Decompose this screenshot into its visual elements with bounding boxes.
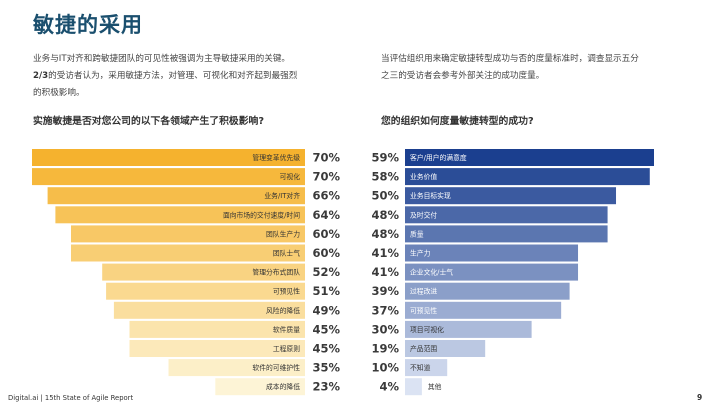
value-label-right-0: 59% bbox=[371, 151, 399, 165]
category-label-right-7: 过程改进 bbox=[410, 287, 437, 296]
bar-right-9 bbox=[405, 320, 532, 338]
category-label-left-12: 成本的降低 bbox=[266, 382, 300, 391]
category-label-left-4: 团队生产力 bbox=[266, 229, 300, 238]
positive-impact-chart: 管理变革优先级 70% 可视化 70% 业务/IT对齐 66% 面向市场的交付速度/时间 64… bbox=[32, 149, 340, 396]
value-label-left-8: 49% bbox=[312, 303, 340, 317]
category-label-right-8: 可预见性 bbox=[410, 306, 437, 315]
category-label-right-10: 产品范围 bbox=[410, 344, 437, 353]
intro-left-line1: 业务与IT对齐和跨敏捷团队的可见性被强调为主导敏捷采用的关键。 bbox=[33, 54, 291, 64]
category-label-left-0: 管理变革优先级 bbox=[252, 153, 300, 162]
category-label-right-4: 质量 bbox=[410, 229, 424, 238]
value-label-left-12: 23% bbox=[312, 380, 340, 394]
bar-right-11 bbox=[405, 359, 448, 377]
category-label-left-7: 可预见性 bbox=[273, 287, 300, 296]
value-label-right-12: 4% bbox=[379, 380, 399, 394]
value-label-left-11: 35% bbox=[312, 361, 340, 375]
bar-left-10 bbox=[129, 340, 305, 357]
intro-left-line3: 的积极影响。 bbox=[33, 88, 85, 98]
page-title: 敏捷的采用 bbox=[33, 13, 143, 37]
bar-left-3 bbox=[55, 206, 306, 224]
bar-left-9 bbox=[129, 320, 305, 338]
intro-left: 业务与IT对齐和跨敏捷团队的可见性被强调为主导敏捷采用的关键。 2/3的受访者认… bbox=[33, 51, 333, 102]
value-label-right-5: 41% bbox=[371, 246, 399, 260]
value-label-left-10: 45% bbox=[312, 342, 340, 356]
footer-source: Digital.ai | 15th State of Agile Report bbox=[8, 394, 134, 402]
value-label-left-4: 60% bbox=[312, 227, 340, 241]
category-label-right-12: 其他 bbox=[428, 382, 442, 391]
bar-left-2 bbox=[47, 187, 305, 205]
value-label-left-3: 64% bbox=[312, 208, 340, 222]
intro-right-line2: 之三的受访者会参考外部关注的成功度量。 bbox=[381, 71, 545, 81]
value-label-left-5: 60% bbox=[312, 246, 340, 260]
value-label-left-0: 70% bbox=[312, 151, 340, 165]
category-label-left-6: 管理分布式团队 bbox=[252, 268, 300, 277]
category-label-right-6: 企业文化/士气 bbox=[410, 268, 453, 277]
bar-right-6 bbox=[405, 263, 579, 281]
category-label-left-2: 业务/IT对齐 bbox=[264, 191, 300, 200]
chart-right-title: 您的组织如何度量敏捷转型的成功? bbox=[381, 116, 534, 127]
value-label-right-4: 48% bbox=[371, 227, 399, 241]
value-label-right-3: 48% bbox=[371, 208, 399, 222]
value-label-right-10: 19% bbox=[371, 342, 399, 356]
chart-left-title: 实施敏捷是否对您公司的以下各领域产生了积极影响? bbox=[33, 116, 265, 127]
bar-right-5 bbox=[405, 244, 579, 262]
bar-right-7 bbox=[405, 282, 570, 300]
category-label-left-9: 软件质量 bbox=[273, 325, 300, 334]
category-label-left-11: 软件的可维护性 bbox=[252, 363, 300, 372]
category-label-right-1: 业务价值 bbox=[410, 172, 437, 181]
category-label-right-11: 不知道 bbox=[410, 363, 431, 372]
category-label-right-3: 及时交付 bbox=[410, 210, 437, 219]
bar-right-12 bbox=[405, 378, 422, 396]
bar-right-1 bbox=[405, 168, 650, 186]
bar-left-11 bbox=[168, 359, 305, 377]
bar-left-7 bbox=[106, 282, 305, 300]
value-label-right-2: 50% bbox=[371, 189, 399, 203]
category-label-left-3: 面向市场的交付速度/时间 bbox=[223, 210, 300, 219]
value-label-right-11: 10% bbox=[371, 361, 399, 375]
bar-right-10 bbox=[405, 340, 486, 357]
page-number: 9 bbox=[697, 393, 703, 402]
bar-left-8 bbox=[113, 301, 306, 319]
value-label-left-6: 52% bbox=[312, 265, 340, 279]
category-label-right-9: 项目可视化 bbox=[410, 325, 444, 334]
bar-right-0 bbox=[405, 149, 654, 166]
value-label-left-2: 66% bbox=[312, 189, 340, 203]
bar-right-3 bbox=[405, 206, 608, 224]
bar-left-12 bbox=[215, 378, 305, 396]
bar-left-4 bbox=[71, 225, 305, 243]
bar-right-8 bbox=[405, 301, 562, 319]
category-label-left-10: 工程原则 bbox=[273, 344, 300, 353]
intro-highlight: 2/3 bbox=[33, 71, 49, 81]
value-label-right-8: 37% bbox=[371, 303, 399, 317]
value-label-left-7: 51% bbox=[312, 284, 340, 298]
intro-left-line2: 2/3的受访者认为，采用敏捷方法，对管理、可视化和对齐起到最强烈 bbox=[33, 68, 333, 85]
value-label-right-7: 39% bbox=[371, 284, 399, 298]
category-label-left-8: 风险的降低 bbox=[266, 306, 300, 315]
category-label-left-5: 团队士气 bbox=[273, 249, 300, 258]
bar-right-4 bbox=[405, 225, 608, 243]
category-label-right-2: 业务目标实现 bbox=[410, 191, 451, 200]
intro-right: 当评估组织用来确定敏捷转型成功与否的度量标准时，调查显示五分 之三的受访者会参考… bbox=[381, 51, 696, 85]
bar-right-2 bbox=[405, 187, 617, 205]
bar-left-0 bbox=[32, 149, 305, 166]
bar-left-5 bbox=[71, 244, 305, 262]
category-label-right-0: 客户/用户的满意度 bbox=[410, 153, 467, 162]
value-label-left-1: 70% bbox=[312, 170, 340, 184]
intro-right-line1: 当评估组织用来确定敏捷转型成功与否的度量标准时，调查显示五分 bbox=[381, 54, 639, 64]
success-measure-chart: 59% 客户/用户的满意度 58% 业务价值 50% 业务目标实现 48% 及时交付 48% 质量… bbox=[371, 149, 654, 396]
value-label-left-9: 45% bbox=[312, 322, 340, 336]
category-label-left-1: 可视化 bbox=[280, 172, 301, 181]
bar-left-6 bbox=[102, 263, 305, 281]
value-label-right-1: 58% bbox=[371, 170, 399, 184]
value-label-right-6: 41% bbox=[371, 265, 399, 279]
value-label-right-9: 30% bbox=[371, 322, 399, 336]
bar-left-1 bbox=[32, 168, 305, 186]
category-label-right-5: 生产力 bbox=[410, 249, 431, 258]
intro-left-line2-text: 的受访者认为，采用敏捷方法，对管理、可视化和对齐起到最强烈 bbox=[48, 71, 298, 81]
